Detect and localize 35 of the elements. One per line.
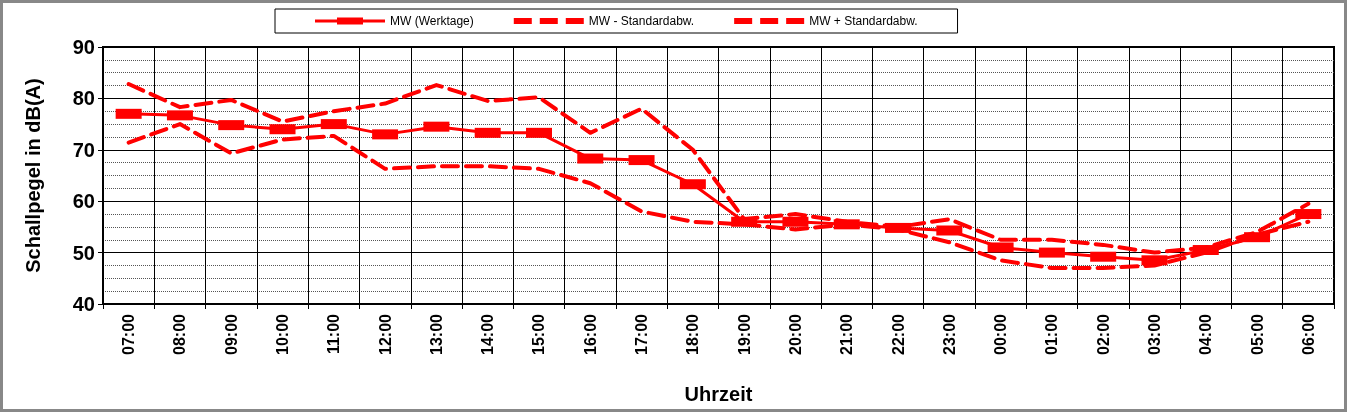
- x-tick-label: 21:00: [838, 313, 856, 355]
- x-tick-label: 01:00: [1043, 313, 1061, 355]
- y-tick-label: 60: [72, 190, 95, 213]
- legend-label: MW (Werktage): [390, 14, 474, 28]
- x-tick-label: 03:00: [1145, 313, 1163, 355]
- x-tick-label: 19:00: [735, 313, 753, 355]
- x-tick-label: 02:00: [1094, 313, 1112, 355]
- x-tick-label: 09:00: [222, 313, 240, 355]
- x-axis-title: Uhrzeit: [684, 383, 753, 405]
- y-tick-label: 50: [72, 241, 95, 264]
- x-tick-label: 10:00: [274, 313, 292, 355]
- x-tick-label: 17:00: [633, 313, 651, 355]
- x-tick-label: 06:00: [1299, 313, 1317, 355]
- x-tick-label: 14:00: [479, 313, 497, 355]
- x-tick-label: 22:00: [889, 313, 907, 355]
- x-tick-label: 12:00: [376, 313, 394, 355]
- x-tick-label: 04:00: [1197, 313, 1215, 355]
- x-tick-label: 00:00: [992, 313, 1010, 355]
- x-tick-label: 11:00: [325, 313, 343, 355]
- x-tick-label: 07:00: [120, 313, 138, 355]
- y-tick-label: 90: [72, 36, 95, 58]
- x-tick-label: 23:00: [940, 313, 958, 355]
- x-tick-label: 18:00: [684, 313, 702, 355]
- y-tick-label: 70: [72, 138, 95, 161]
- x-tick-label: 05:00: [1248, 313, 1266, 355]
- x-tick-label: 15:00: [530, 313, 548, 355]
- x-tick-label: 08:00: [171, 313, 189, 355]
- x-tick-label: 16:00: [581, 313, 599, 355]
- y-tick-label: 80: [72, 87, 95, 110]
- y-axis-title: Schallpegel in dB(A): [22, 78, 44, 273]
- x-tick-label: 13:00: [427, 313, 445, 355]
- legend-label: MW + Standardabw.: [809, 14, 918, 28]
- x-tick-label: 20:00: [786, 313, 804, 355]
- legend-label: MW - Standardabw.: [588, 14, 695, 28]
- y-tick-label: 40: [72, 293, 95, 315]
